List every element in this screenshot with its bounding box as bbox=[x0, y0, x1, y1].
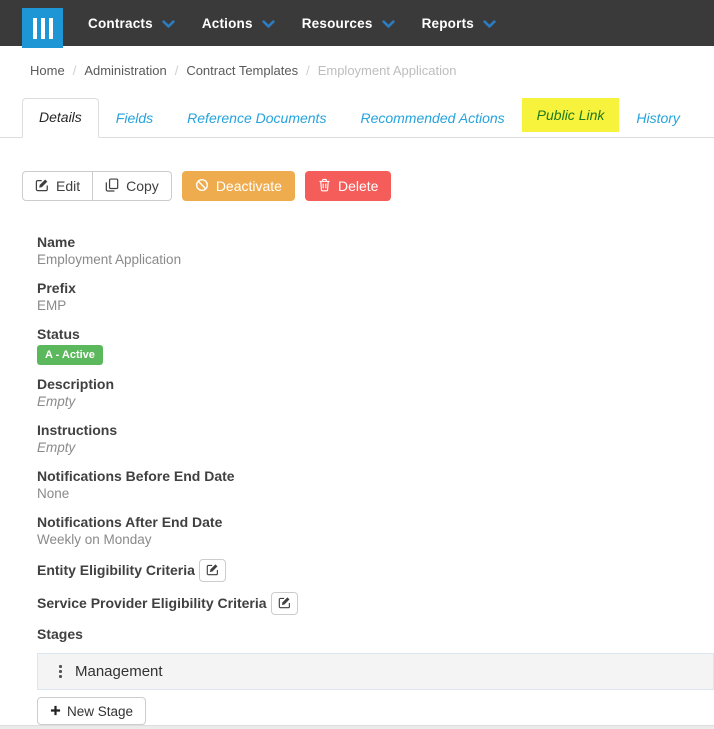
app-logo[interactable] bbox=[22, 8, 63, 48]
edit-icon bbox=[35, 178, 49, 194]
field-notifications-after: Notifications After End Date Weekly on M… bbox=[37, 513, 714, 549]
field-entity-eligibility: Entity Eligibility Criteria bbox=[37, 559, 714, 582]
field-name: Name Employment Application bbox=[37, 233, 714, 269]
deactivate-button[interactable]: Deactivate bbox=[181, 171, 295, 201]
instructions-value: Empty bbox=[37, 440, 76, 455]
nav-item-label: Reports bbox=[421, 15, 474, 31]
copy-button[interactable]: Copy bbox=[92, 171, 172, 201]
breadcrumb-home[interactable]: Home bbox=[30, 63, 65, 78]
breadcrumb-separator: / bbox=[306, 63, 310, 78]
nav-item-label: Resources bbox=[301, 15, 373, 31]
field-notifications-before: Notifications Before End Date None bbox=[37, 467, 714, 503]
copy-button-label: Copy bbox=[126, 178, 159, 194]
nav-item-resources[interactable]: Resources bbox=[302, 16, 395, 31]
notifications-before-label: Notifications Before End Date bbox=[37, 468, 235, 484]
deactivate-button-label: Deactivate bbox=[215, 178, 282, 194]
stages-label: Stages bbox=[37, 626, 83, 642]
toolbar: Edit Copy Deactivate Delete bbox=[22, 171, 714, 201]
provider-eligibility-edit-button[interactable] bbox=[270, 592, 298, 615]
notifications-after-value: Weekly on Monday bbox=[37, 532, 152, 547]
tab-bar: Details Fields Reference Documents Recom… bbox=[0, 98, 714, 138]
instructions-label: Instructions bbox=[37, 422, 118, 438]
description-label: Description bbox=[37, 376, 115, 392]
status-badge-wrap: A - Active bbox=[37, 345, 714, 365]
tab-fields[interactable]: Fields bbox=[115, 110, 154, 126]
name-value: Employment Application bbox=[37, 252, 182, 267]
field-description: Description Empty bbox=[37, 375, 714, 411]
ban-icon bbox=[195, 178, 209, 194]
prefix-value: EMP bbox=[37, 298, 67, 313]
field-instructions: Instructions Empty bbox=[37, 421, 714, 457]
prefix-label: Prefix bbox=[37, 280, 76, 296]
provider-eligibility-label: Service Provider Eligibility Criteria bbox=[37, 595, 267, 611]
edit-button-label: Edit bbox=[56, 178, 81, 194]
delete-button-label: Delete bbox=[337, 178, 379, 194]
nav-item-reports[interactable]: Reports bbox=[422, 16, 496, 31]
chevron-down-icon bbox=[262, 19, 275, 29]
edit-icon bbox=[206, 563, 219, 579]
entity-eligibility-label: Entity Eligibility Criteria bbox=[37, 562, 195, 578]
breadcrumb: Home / Administration / Contract Templat… bbox=[30, 63, 714, 78]
breadcrumb-current-page: Employment Application bbox=[317, 63, 457, 78]
name-label: Name bbox=[37, 234, 76, 250]
edit-icon bbox=[278, 596, 291, 612]
nav-item-actions[interactable]: Actions bbox=[202, 16, 275, 31]
nav-item-label: Contracts bbox=[88, 15, 153, 31]
field-stages: Stages bbox=[37, 625, 714, 643]
top-navbar: Contracts Actions Resources Reports bbox=[0, 0, 714, 48]
edit-button[interactable]: Edit bbox=[22, 171, 94, 201]
notifications-after-label: Notifications After End Date bbox=[37, 514, 223, 530]
edit-copy-button-group: Edit Copy bbox=[22, 171, 172, 201]
notifications-before-value: None bbox=[37, 486, 70, 501]
tab-reference-documents[interactable]: Reference Documents bbox=[187, 110, 327, 126]
logo-bar bbox=[48, 17, 53, 39]
status-badge: A - Active bbox=[37, 345, 103, 365]
tab-history[interactable]: History bbox=[636, 110, 680, 126]
navbar-menu: Contracts Actions Resources Reports bbox=[0, 0, 714, 46]
breadcrumb-administration[interactable]: Administration bbox=[84, 63, 167, 78]
plus-icon bbox=[50, 704, 61, 719]
nav-item-contracts[interactable]: Contracts bbox=[88, 16, 175, 31]
breadcrumb-contract-templates[interactable]: Contract Templates bbox=[186, 63, 299, 78]
trash-icon bbox=[318, 178, 331, 194]
stage-row[interactable]: Management bbox=[37, 653, 714, 690]
delete-button[interactable]: Delete bbox=[304, 171, 392, 201]
tab-recommended-actions[interactable]: Recommended Actions bbox=[360, 110, 505, 126]
field-status: Status A - Active bbox=[37, 325, 714, 365]
chevron-down-icon bbox=[162, 19, 175, 29]
chevron-down-icon bbox=[483, 19, 496, 29]
field-prefix: Prefix EMP bbox=[37, 279, 714, 315]
logo-bar bbox=[32, 17, 37, 39]
chevron-down-icon bbox=[381, 19, 395, 29]
breadcrumb-separator: / bbox=[72, 63, 77, 78]
page-bottom-divider bbox=[0, 725, 714, 729]
tab-public-link[interactable]: Public Link bbox=[521, 98, 620, 132]
entity-eligibility-edit-button[interactable] bbox=[198, 559, 226, 582]
breadcrumb-separator: / bbox=[174, 63, 179, 78]
new-stage-button[interactable]: New Stage bbox=[37, 697, 147, 725]
copy-icon bbox=[105, 178, 119, 194]
details-panel: Name Employment Application Prefix EMP S… bbox=[37, 233, 714, 643]
drag-handle-icon[interactable] bbox=[59, 665, 62, 678]
logo-bar bbox=[40, 17, 45, 39]
field-provider-eligibility: Service Provider Eligibility Criteria bbox=[37, 592, 714, 615]
description-value: Empty bbox=[37, 394, 76, 409]
stage-name: Management bbox=[75, 663, 163, 680]
nav-item-label: Actions bbox=[201, 15, 253, 31]
status-label: Status bbox=[37, 326, 80, 342]
tab-details[interactable]: Details bbox=[22, 98, 99, 138]
new-stage-button-label: New Stage bbox=[67, 703, 134, 719]
